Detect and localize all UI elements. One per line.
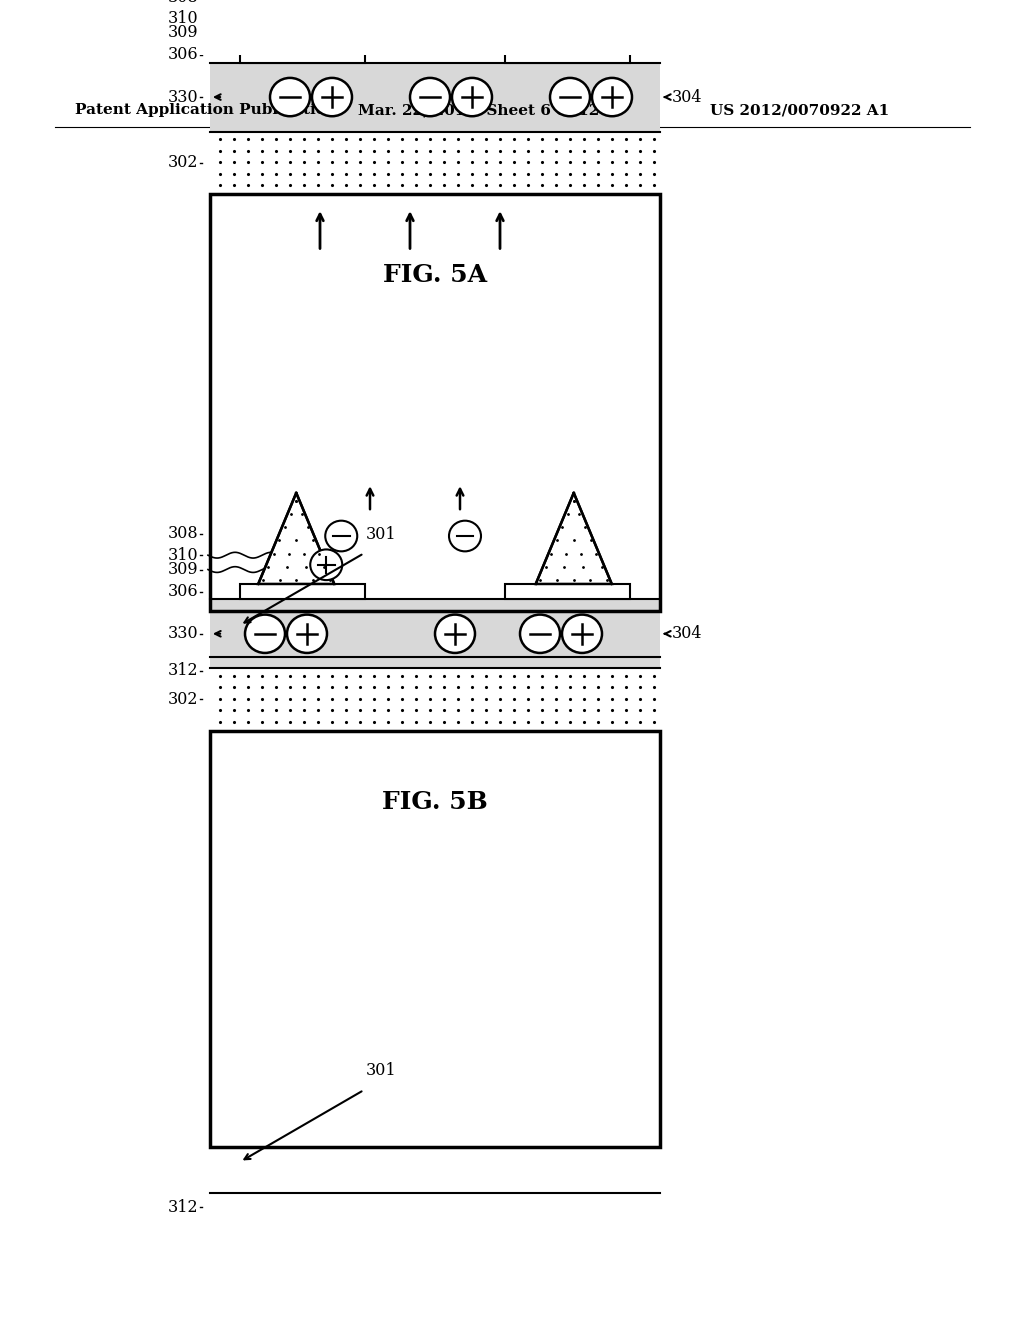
Circle shape (592, 78, 632, 116)
Text: FIG. 5B: FIG. 5B (382, 791, 487, 814)
Polygon shape (536, 0, 611, 48)
Bar (210, 730, 660, 1147)
Text: Mar. 22, 2012  Sheet 6 of 12: Mar. 22, 2012 Sheet 6 of 12 (358, 103, 599, 117)
Circle shape (435, 615, 475, 653)
Circle shape (410, 78, 450, 116)
Text: 310: 310 (167, 546, 198, 564)
Circle shape (550, 78, 590, 116)
Text: 304: 304 (672, 88, 702, 106)
Text: 309: 309 (167, 24, 198, 41)
Polygon shape (536, 492, 611, 583)
Bar (240, 583, 365, 599)
Text: 312: 312 (167, 663, 198, 678)
Bar (210, 194, 660, 611)
Text: 301: 301 (366, 525, 396, 543)
Text: 306: 306 (167, 46, 198, 63)
Bar (210, 657, 660, 667)
Text: 308: 308 (167, 525, 198, 543)
Bar (505, 583, 630, 599)
Text: 306: 306 (167, 583, 198, 601)
Text: 308: 308 (167, 0, 198, 5)
Bar (210, 599, 660, 668)
Bar (505, 48, 630, 62)
Bar (210, 668, 660, 730)
Text: FIG. 5A: FIG. 5A (383, 263, 487, 288)
Text: US 2012/0070922 A1: US 2012/0070922 A1 (710, 103, 889, 117)
Circle shape (287, 615, 327, 653)
Polygon shape (258, 0, 334, 48)
Bar (210, 583, 660, 1203)
Text: 312: 312 (167, 1199, 198, 1216)
Circle shape (359, 3, 391, 34)
Polygon shape (258, 492, 334, 583)
Text: 330: 330 (167, 626, 198, 643)
Text: 301: 301 (366, 1063, 396, 1080)
Text: 309: 309 (167, 561, 198, 578)
Text: 304: 304 (672, 626, 702, 643)
Circle shape (326, 520, 357, 552)
Text: 330: 330 (167, 88, 198, 106)
Circle shape (312, 78, 352, 116)
Circle shape (449, 520, 481, 552)
Bar (210, 1147, 660, 1193)
Circle shape (520, 615, 560, 653)
Circle shape (562, 615, 602, 653)
Circle shape (310, 549, 342, 579)
Text: 302: 302 (168, 690, 198, 708)
Bar (210, 1193, 660, 1203)
Bar (240, 48, 365, 62)
Circle shape (245, 615, 285, 653)
Bar (210, 132, 660, 194)
Circle shape (270, 78, 310, 116)
Text: 302: 302 (168, 154, 198, 172)
Bar (210, 62, 660, 132)
Text: Patent Application Publication: Patent Application Publication (75, 103, 337, 117)
Bar (210, 611, 660, 657)
Text: 310: 310 (167, 11, 198, 26)
Bar (210, 48, 660, 667)
Circle shape (452, 78, 492, 116)
Circle shape (326, 3, 357, 34)
